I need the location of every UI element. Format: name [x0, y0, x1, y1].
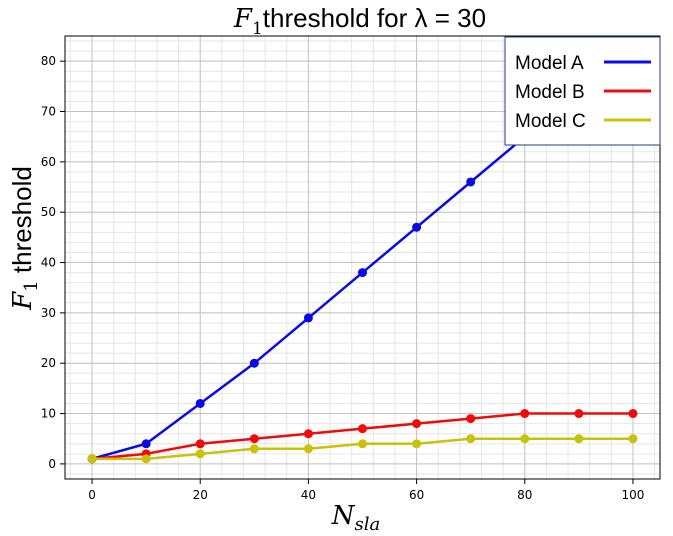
y-tick-label: 40 — [41, 256, 56, 270]
y-tick-label: 30 — [41, 306, 56, 320]
x-tick-label: 80 — [517, 488, 532, 502]
data-point-model-c — [303, 444, 313, 454]
y-axis-label-symbol: F — [8, 291, 38, 311]
data-point-model-c — [466, 434, 476, 444]
x-tick-label: 100 — [622, 488, 645, 502]
data-point-model-b — [358, 424, 367, 434]
grid — [65, 36, 660, 479]
data-point-model-c — [87, 454, 97, 464]
data-point-model-a — [412, 222, 422, 232]
x-axis-label: Nsla — [331, 501, 380, 535]
y-tick-label: 10 — [41, 407, 56, 421]
chart-title: F1threshold for λ = 30 — [233, 3, 486, 39]
plot-frame — [64, 35, 661, 480]
data-point-model-c — [628, 434, 638, 444]
data-point-model-b — [195, 439, 205, 449]
data-point-model-c — [141, 454, 151, 464]
data-point-model-b — [249, 434, 259, 444]
data-point-model-c — [249, 444, 259, 454]
x-axis-label-symbol: N — [331, 501, 356, 531]
y-tick-label: 50 — [41, 205, 56, 219]
data-point-model-a — [303, 313, 313, 323]
x-tick-label: 0 — [88, 488, 96, 502]
legend-label-model-a: Model A — [515, 53, 584, 74]
series-layer — [87, 41, 638, 464]
y-tick-label: 80 — [41, 54, 56, 68]
data-point-model-b — [520, 409, 530, 419]
legend-label-model-c: Model C — [515, 111, 586, 132]
y-tick-label: 0 — [48, 457, 56, 471]
data-point-model-c — [520, 434, 530, 444]
y-tick-label: 70 — [41, 105, 56, 119]
data-point-model-b — [303, 429, 313, 439]
series-model-c — [87, 434, 638, 464]
data-point-model-c — [195, 449, 205, 459]
y-tick-label: 60 — [41, 155, 56, 169]
data-point-model-c — [358, 439, 367, 449]
data-point-model-b — [628, 409, 638, 419]
data-point-model-c — [574, 434, 584, 444]
x-tick-label: 60 — [409, 488, 424, 502]
x-tick-label: 40 — [301, 488, 316, 502]
data-point-model-a — [466, 177, 476, 187]
data-point-model-b — [574, 409, 584, 419]
data-point-model-b — [466, 414, 476, 424]
y-axis-label-subscript: 1 — [21, 280, 42, 291]
x-tick-label: 20 — [193, 488, 208, 502]
chart-title-subscript: 1 — [252, 19, 263, 39]
axis-ticks: 0 20 40 60 80 100 0 10 20 30 40 50 60 70 80 — [41, 54, 645, 502]
data-point-model-a — [249, 358, 259, 368]
chart-title-symbol: F — [233, 4, 253, 34]
data-point-model-a — [195, 398, 205, 408]
chart-title-text: threshold for λ = 30 — [263, 3, 486, 33]
data-point-model-c — [412, 439, 422, 449]
y-axis-label: F1 threshold — [7, 166, 42, 311]
data-point-model-a — [141, 439, 151, 449]
data-point-model-a — [358, 268, 367, 278]
legend: Model A Model B Model C — [504, 36, 661, 146]
x-axis-label-subscript: sla — [355, 514, 381, 535]
data-point-model-b — [412, 419, 422, 429]
y-axis-label-text: threshold — [7, 166, 37, 280]
y-tick-label: 20 — [41, 356, 56, 370]
legend-label-model-b: Model B — [515, 82, 585, 103]
